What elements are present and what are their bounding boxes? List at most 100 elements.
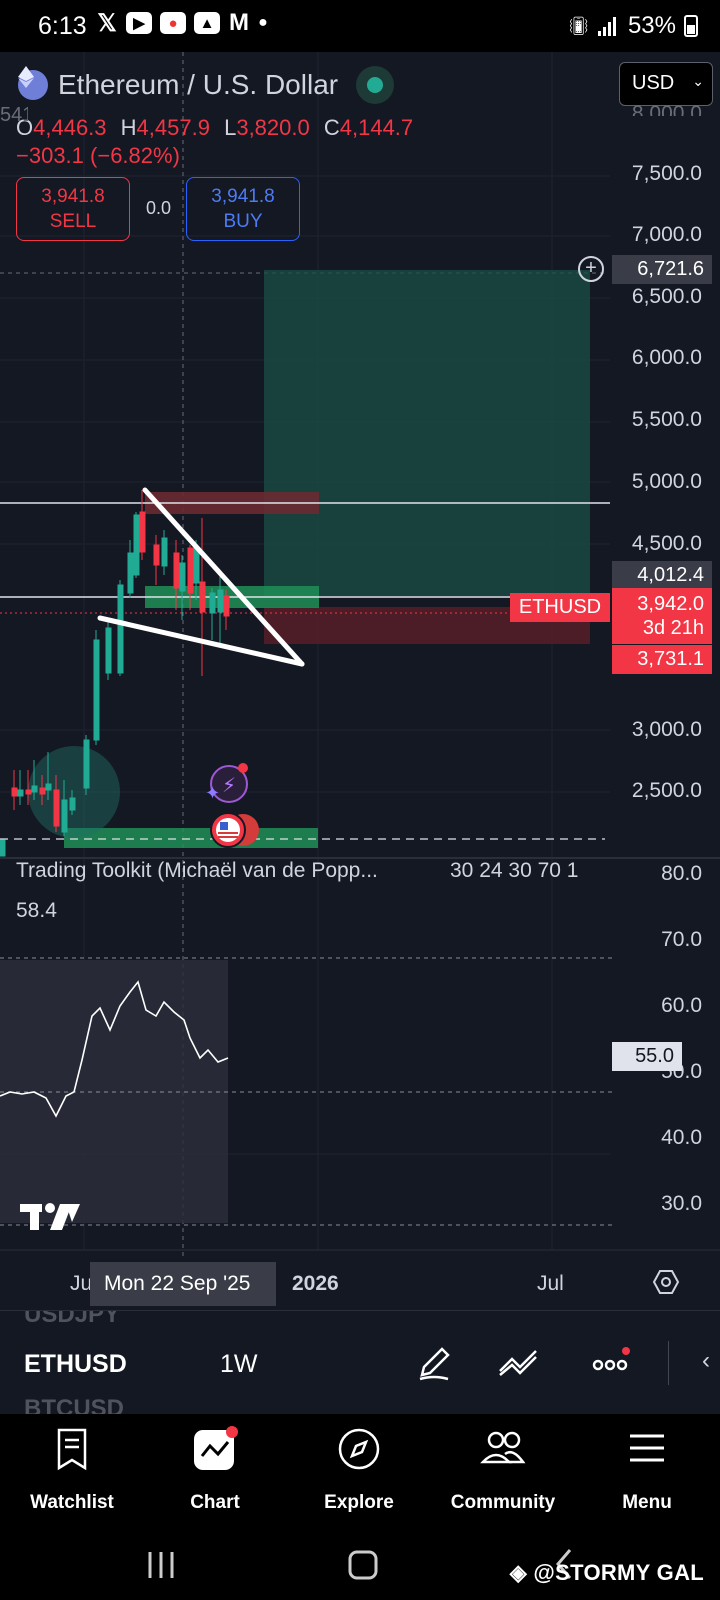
time-tick: Jul [537, 1272, 564, 1295]
indicator-tick: 80.0 [661, 862, 702, 885]
event-icons: ⚡ ✦ [205, 763, 259, 848]
next-symbol[interactable]: BTCUSD [24, 1395, 124, 1414]
highlight-circle [28, 746, 120, 838]
status-bar: 6:13 𝕏 ▶ ● ▲ M ● 📳︎ 53% [0, 0, 720, 52]
watermark-text: @STORMY GAL [533, 1560, 704, 1585]
buy-label: BUY [223, 211, 263, 232]
candles [0, 490, 230, 857]
price-tick: 7,000.0 [631, 223, 702, 246]
sell-button[interactable]: 3,941.8 SELL [16, 177, 130, 241]
sell-price: 3,941.8 [41, 186, 105, 207]
chevron-left-icon[interactable]: ‹ [702, 1347, 710, 1374]
dot-icon: ● [258, 14, 268, 31]
symbol-bar[interactable]: USDJPY ETHUSD 1W BTCUSD ‹ [0, 1310, 720, 1414]
nav-label: Community [450, 1492, 556, 1513]
last-price: 3,942.0 [637, 593, 704, 615]
price-tick: 7,500.0 [631, 162, 702, 185]
ohlc-row: O4,446.3 H4,457.9 L3,820.0 C4,144.7 [16, 115, 413, 141]
price-tick: 6,000.0 [631, 346, 702, 369]
watchlist-icon [49, 1426, 95, 1472]
chart-area[interactable]: ⚡ ✦ E [0, 52, 720, 1306]
ticker-tag: ETHUSD [510, 593, 610, 622]
price-change: −303.1 (−6.82%) [16, 143, 180, 168]
falling-wedge-drawing [97, 487, 305, 667]
home-icon [348, 1550, 378, 1580]
indicator-tick: 40.0 [661, 1126, 702, 1149]
last-price-tag: 3,942.0 3d 21h [612, 588, 712, 644]
nav-chart[interactable]: Chart [155, 1426, 275, 1514]
price-tick: 2,500.0 [631, 779, 702, 802]
indicator-tick: 70.0 [661, 928, 702, 951]
price-tick: 5,000.0 [631, 470, 702, 493]
price-tick: 6,500.0 [631, 285, 702, 308]
time-tick: Ju [70, 1272, 93, 1295]
add-alert-icon[interactable]: + [578, 256, 604, 282]
buy-price: 3,941.8 [211, 186, 275, 207]
svg-text:✦: ✦ [205, 783, 220, 804]
indicator-current-tag: 55.0 [612, 1042, 682, 1071]
high-label: H [120, 115, 137, 140]
svg-text:⚡: ⚡ [222, 773, 236, 797]
signal-icon [597, 16, 620, 36]
close-label: C [323, 115, 340, 140]
x-icon: 𝕏 [97, 9, 117, 37]
nav-explore[interactable]: Explore [299, 1426, 419, 1514]
low-label: L [224, 115, 237, 140]
system-navigation-bar [0, 1530, 720, 1600]
price-tick: 4,500.0 [631, 532, 702, 555]
bar-countdown: 3d 21h [642, 617, 704, 639]
price-tick: 3,000.0 [631, 718, 702, 741]
chevron-down-icon: ⌄ [692, 73, 704, 89]
currency-value: USD [632, 72, 675, 94]
line-price-tag: 4,012.4 [612, 561, 712, 590]
back-icon [556, 1549, 572, 1579]
crosshair-price-tag: 6,721.6 [612, 255, 712, 284]
close-value: 4,144.7 [339, 115, 414, 140]
prev-symbol[interactable]: USDJPY [24, 1310, 121, 1328]
symbol-header[interactable]: Ethereum / U.S. Dollar [18, 66, 395, 104]
spread-value: 0.0 [146, 198, 172, 218]
battery-percent: 53% [627, 12, 676, 39]
date-tooltip: Mon 22 Sep '25 [90, 1262, 276, 1306]
community-icon [480, 1426, 526, 1472]
lower-price-tag: 3,731.1 [612, 645, 712, 674]
drawing-tools-icon[interactable] [496, 1341, 540, 1385]
nav-label: Watchlist [30, 1492, 114, 1513]
status-time: 6:13 [38, 12, 87, 40]
chart-canvas[interactable]: ⚡ ✦ [0, 52, 720, 1288]
currency-select[interactable]: USD ⌄ [619, 62, 713, 106]
low-value: 3,820.0 [236, 115, 310, 140]
battery-icon [684, 15, 698, 37]
symbol-title[interactable]: Ethereum / U.S. Dollar [58, 69, 339, 100]
price-tick: 8,000.0 [631, 102, 702, 116]
menu-icon [624, 1426, 670, 1472]
long-position-target-zone [264, 270, 590, 596]
indicator-value: 58.4 [16, 899, 57, 922]
open-label: O [16, 115, 34, 140]
indicator-params: 30 24 30 70 1 [450, 859, 579, 882]
nav-watchlist[interactable]: Watchlist [12, 1426, 132, 1514]
bottom-navigation: Watchlist Chart Explore Community Menu [0, 1414, 720, 1530]
timeframe-button[interactable]: 1W [220, 1350, 258, 1378]
current-symbol[interactable]: ETHUSD [24, 1350, 127, 1378]
compass-icon [336, 1426, 382, 1472]
partial-price-label: 541 [0, 104, 28, 126]
chart-settings-icon[interactable] [652, 1268, 680, 1296]
open-value: 4,446.3 [33, 115, 107, 140]
gmail-icon: M [229, 9, 249, 36]
tradingview-logo [20, 1203, 80, 1230]
nav-label: Menu [622, 1492, 672, 1513]
sell-label: SELL [49, 211, 97, 232]
pencil-icon[interactable] [412, 1341, 456, 1385]
high-value: 4,457.9 [136, 115, 210, 140]
watermark: ◈ @STORMY GAL [510, 1560, 704, 1586]
app-icon: ● [160, 12, 186, 34]
binance-logo-icon: ◈ [509, 1560, 527, 1585]
more-options-icon[interactable] [590, 1341, 634, 1385]
buy-button[interactable]: 3,941.8 BUY [186, 177, 300, 241]
nav-community[interactable]: Community [443, 1426, 563, 1514]
nav-menu[interactable]: Menu [587, 1426, 707, 1514]
price-tick: 5,500.0 [631, 408, 702, 431]
indicator-title[interactable]: Trading Toolkit (Michaël van de Popp... [16, 859, 378, 882]
indicator-tick: 60.0 [661, 994, 702, 1017]
